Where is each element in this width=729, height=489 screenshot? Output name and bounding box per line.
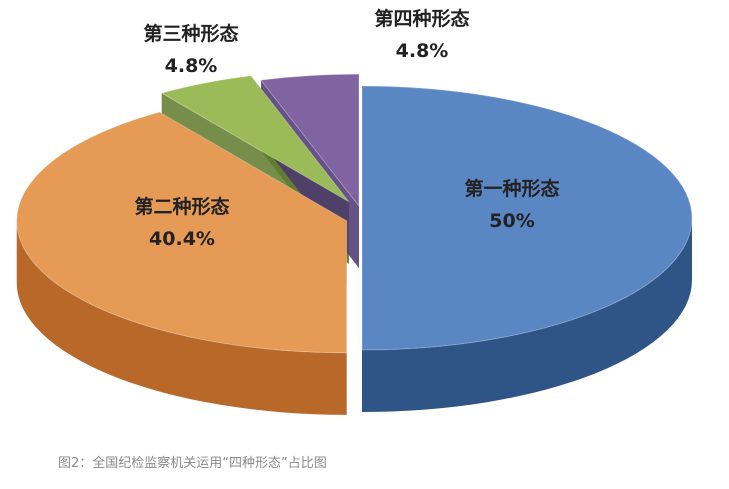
slice-label-fourth-value: 4.8% [396,40,449,62]
pie-slice-first-side [362,218,692,412]
pie-slice-second [16,111,348,354]
pie-slice-second-side [16,220,347,415]
slice-label-third-name: 第三种形态 [143,22,238,45]
slice-label-third-value: 4.8% [165,55,218,77]
pie-labels: 第一种形态 50% 第二种形态 40.4% 第三种形态 4.8% 第四种形态 4.8% [134,7,559,250]
slice-label-first-name: 第一种形态 [464,177,559,200]
pie-slice-third [160,75,350,203]
figure-caption: 图2：全国纪检监察机关运用“四种形态”占比图 [58,456,327,471]
pie-tops [16,73,693,354]
slice-label-second-name: 第二种形态 [134,195,229,218]
slice-label-fourth-name: 第四种形态 [374,7,469,30]
slice-label-first-value: 50% [489,210,534,232]
pie-slice-fourth [260,73,360,208]
pie-slice-first [361,85,693,351]
slice-label-second-value: 40.4% [149,228,215,250]
